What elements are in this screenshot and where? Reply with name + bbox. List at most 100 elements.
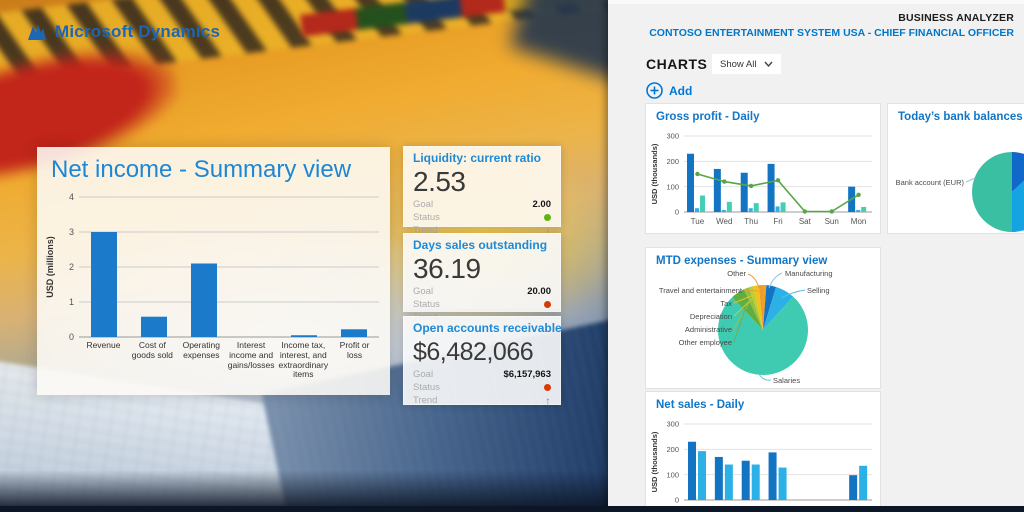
bar xyxy=(695,208,699,212)
x-axis-label: Interest income and gains/losses xyxy=(227,340,275,370)
chevron-down-icon xyxy=(764,61,773,67)
pie-slice-label: Administrative xyxy=(684,325,732,334)
status-indicator xyxy=(544,301,551,308)
axis-label: Mon xyxy=(851,217,867,226)
line-marker xyxy=(775,178,781,183)
pie-slice xyxy=(749,286,763,330)
axis-label: 200 xyxy=(666,445,679,454)
status-label: Status xyxy=(413,212,440,223)
pie-callout-line xyxy=(768,272,783,289)
bank-balances-pie-chart xyxy=(965,152,1024,232)
net-income-chart-panel[interactable]: Net income - Summary view 0 1 2 3 4 USD (mill… xyxy=(37,147,390,395)
kpi-tile-open-accounts-receivable[interactable]: Open accounts receivable $6,482,066 Goal… xyxy=(403,316,562,407)
line-marker xyxy=(695,171,700,177)
axis-label: USD (thousands) xyxy=(650,143,659,204)
card-title: Today’s bank balances - Summary xyxy=(898,111,1024,123)
chart-card-gross-profit[interactable]: Gross profit - Daily 0 100 200 300 Tue Wed Thu… xyxy=(645,103,881,234)
kpi-title: Days sales outstanding xyxy=(413,238,548,252)
dropdown-value: Show All xyxy=(720,58,757,70)
kpi-tile-days-sales-outstanding[interactable]: Days sales outstanding 36.19 Goal 20.00 S… xyxy=(403,233,561,324)
kpi-value: $6,482,066 xyxy=(413,338,534,366)
axis-label: 3 xyxy=(69,227,74,237)
axis-label: 0 xyxy=(675,496,679,505)
axis-label: 100 xyxy=(666,470,679,479)
net-income-x-axis-labels: Revenue Cost of goods sold Operating expen… xyxy=(79,340,379,380)
microsoft-dynamics-logo: Microsoft Dynamics xyxy=(28,22,220,42)
status-label: Status xyxy=(413,382,440,393)
kpi-value: 36.19 xyxy=(413,253,481,284)
line-marker xyxy=(748,183,754,189)
pie-slice-label: Tax xyxy=(720,299,732,308)
axis-label: 0 xyxy=(675,208,679,217)
logo-text: Microsoft Dynamics xyxy=(55,22,221,41)
axis-label: Sat xyxy=(799,217,812,226)
status-indicator xyxy=(544,214,551,221)
axis-label: 200 xyxy=(666,157,679,166)
status-indicator xyxy=(544,384,551,391)
goal-label: Goal xyxy=(413,286,434,297)
kpi-tile-liquidity[interactable]: Liquidity: current ratio 2.53 Goal 2.00 S… xyxy=(403,146,561,237)
app-title: BUSINESS ANALYZER xyxy=(898,12,1014,24)
axis-label: Sun xyxy=(825,217,839,226)
photo-bottom-shadow xyxy=(0,470,608,512)
add-chart-button[interactable]: Add xyxy=(646,82,692,99)
company-role-subtitle: CONTOSO ENTERTAINMENT SYSTEM USA - CHIEF… xyxy=(649,27,1014,39)
pie-slice-label: Selling xyxy=(807,286,830,295)
pie-slice-label: Bank account (EUR) xyxy=(895,178,964,187)
axis-label: Fri xyxy=(773,217,783,226)
goal-value: $6,157,963 xyxy=(503,369,551,380)
bar xyxy=(775,206,780,212)
bar xyxy=(849,475,858,500)
bar xyxy=(753,203,759,212)
axis-label: 2 xyxy=(69,262,74,272)
pie-slice xyxy=(972,152,1012,232)
axis-label: USD (thousands) xyxy=(650,431,659,492)
card-title: Net sales - Daily xyxy=(656,399,745,411)
chart-card-mtd-expenses[interactable]: MTD expenses - Summary view Other Manufa… xyxy=(645,247,881,389)
bar xyxy=(741,460,750,500)
chart-card-bank-balances[interactable]: Today’s bank balances - Summary Bank acc… xyxy=(887,103,1024,234)
pie-callout-line xyxy=(758,373,772,381)
trend-arrow-icon: ↓ xyxy=(545,223,551,238)
add-button-label: Add xyxy=(669,83,693,98)
pie-slice xyxy=(753,285,763,330)
net-income-bar-chart: 0 1 2 3 4 USD (millions) xyxy=(45,192,379,341)
axis-label: 0 xyxy=(69,332,74,341)
bar xyxy=(721,209,726,212)
axis-label: 100 xyxy=(666,182,679,191)
pie-slice-label: Travel and entertainment xyxy=(658,286,742,295)
bar xyxy=(726,201,732,212)
goal-label: Goal xyxy=(413,199,434,210)
pie-callout-line xyxy=(733,300,751,330)
bar xyxy=(141,316,167,337)
bar xyxy=(861,206,867,212)
axis-label: Thu xyxy=(744,217,758,226)
x-axis-label: Income tax, interest, and extraordinary … xyxy=(278,340,329,380)
bottom-edge-bar xyxy=(0,506,1024,512)
line-marker xyxy=(722,179,727,184)
net-income-title: Net income - Summary view xyxy=(51,156,352,183)
pie-callout-line xyxy=(733,293,757,304)
left-background-photo: Microsoft Dynamics Net income - Summary … xyxy=(0,0,608,512)
pie-slice-label: Depreciation xyxy=(689,312,732,321)
show-all-dropdown[interactable]: Show All xyxy=(712,54,782,74)
pie-slice xyxy=(763,286,794,330)
x-axis-label: Cost of goods sold xyxy=(131,340,173,360)
chart-card-net-sales[interactable]: Net sales - Daily 0100200300TueWedThuFri… xyxy=(645,391,881,512)
bar xyxy=(859,465,868,500)
trend-label: Trend xyxy=(413,225,438,236)
bar xyxy=(291,335,317,337)
pie-slice-label: Other employee xyxy=(678,338,732,347)
pie-callout-line xyxy=(733,296,755,317)
axis-label: Wed xyxy=(716,217,732,226)
pie-callout-line xyxy=(780,289,806,299)
kpi-title: Liquidity: current ratio xyxy=(413,151,542,165)
bar xyxy=(687,153,694,212)
pie-callout-line xyxy=(733,305,747,343)
pie-slice xyxy=(758,285,763,330)
trend-label: Trend xyxy=(413,395,438,406)
bar xyxy=(740,172,748,212)
bar xyxy=(191,263,217,337)
pie-slice-label: Salaries xyxy=(773,376,801,385)
